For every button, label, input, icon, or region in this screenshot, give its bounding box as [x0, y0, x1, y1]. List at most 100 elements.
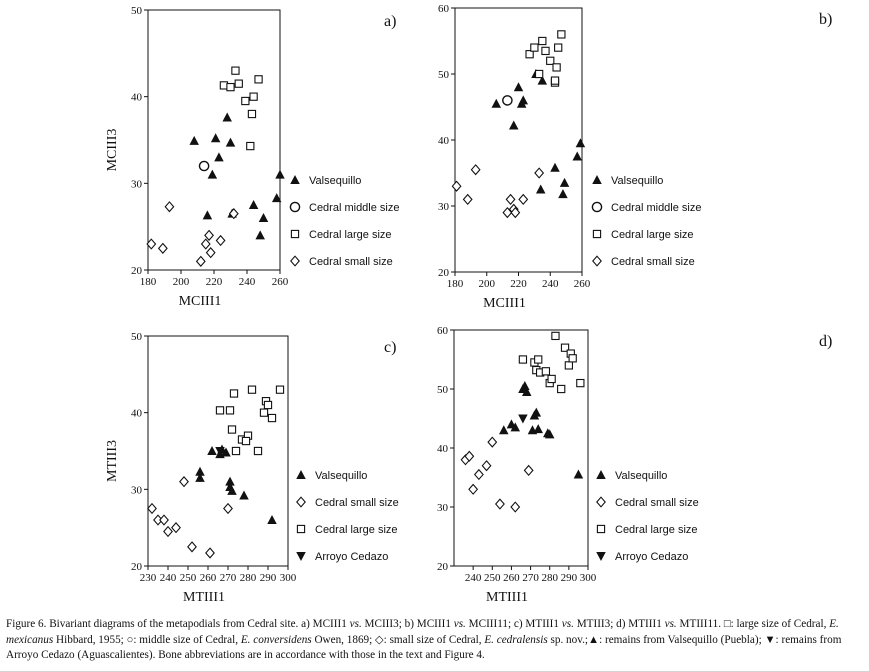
data-point-diamond [473, 468, 484, 481]
x-tick-label: 260 [503, 572, 520, 584]
data-point-square [557, 384, 566, 394]
x-tick-label: 200 [173, 276, 190, 288]
data-point-square [225, 406, 235, 415]
legend-label: Arroyo Cedazo [315, 551, 388, 563]
legend-marker-square [296, 524, 306, 534]
y-tick-label: 50 [131, 5, 143, 17]
data-point-diamond [510, 501, 521, 513]
x-tick-label: 250 [180, 572, 197, 584]
legend-label: Valsequillo [611, 175, 663, 187]
data-point-square [253, 446, 263, 456]
x-tick-label: 240 [542, 278, 559, 290]
data-point-triangle-up [575, 138, 586, 148]
caption-part-5: MTIII11. □: large size of Cedral, [676, 618, 830, 630]
y-tick-label: 50 [438, 69, 450, 81]
data-point-triangle-up [207, 446, 217, 455]
data-point-diamond [468, 483, 479, 495]
y-tick-label: 20 [131, 265, 143, 277]
data-point-triangle-up [222, 112, 232, 122]
data-point-square [541, 46, 550, 56]
x-tick-label: 260 [574, 278, 591, 290]
legend-label: Cedral middle size [611, 202, 701, 214]
data-point-diamond [179, 476, 189, 488]
caption-part-6: Hibbard, 1955; ○: middle size of Cedral, [53, 633, 241, 646]
y-tick-label: 60 [438, 3, 450, 15]
legend-marker-diamond [296, 496, 306, 508]
data-point-triangle-up [239, 490, 249, 500]
data-point-diamond [147, 502, 157, 515]
caption-species-cedralensis: E. cedralensis [484, 633, 548, 646]
x-tick-label: 290 [561, 572, 578, 584]
data-point-triangle-up [535, 184, 546, 194]
data-point-triangle-up [521, 386, 532, 396]
legend-marker-diamond [592, 255, 602, 267]
x-tick-label: 240 [160, 572, 177, 584]
data-point-triangle-up [275, 169, 285, 179]
data-point-triangle-up [544, 429, 555, 439]
x-tick-label: 260 [272, 276, 289, 288]
caption-vs-2: vs. [453, 618, 466, 630]
data-point-triangle-up [499, 425, 509, 435]
data-point-diamond [451, 180, 462, 192]
legend-marker-triangle-up [296, 470, 306, 479]
data-point-triangle-up [508, 120, 519, 130]
data-point-square [259, 408, 269, 417]
panel-label: a) [384, 13, 396, 30]
caption-part-7: Owen, 1869; ◇: small size of Cedral, [311, 633, 485, 646]
legend-label: Cedral large size [315, 524, 398, 536]
data-point-square [254, 75, 263, 84]
data-point-triangle-up [202, 210, 213, 220]
x-tick-label: 240 [465, 572, 482, 584]
y-tick-label: 50 [437, 384, 449, 396]
legend-label: Cedral large size [611, 229, 694, 241]
panel-label: c) [384, 339, 396, 356]
legend-marker-circle [289, 201, 301, 213]
data-point-square [568, 354, 577, 363]
data-point-circle [502, 95, 513, 106]
data-point-square [275, 385, 285, 394]
y-tick-label: 40 [131, 408, 143, 420]
data-point-square [550, 76, 560, 85]
data-point-triangle-up [531, 407, 542, 417]
x-tick-label: 280 [541, 572, 558, 584]
y-tick-label: 40 [131, 92, 143, 104]
legend-label: Valsequillo [315, 470, 367, 482]
data-point-square [554, 43, 563, 52]
legend-label: Cedral small size [615, 497, 699, 509]
legend-marker-triangle-up [290, 175, 300, 184]
data-point-square [246, 141, 255, 151]
data-point-diamond [523, 464, 534, 477]
x-tick-label: 300 [580, 572, 597, 584]
caption-vs-3: vs. [561, 618, 574, 630]
data-point-triangle-up [221, 447, 231, 457]
data-point-diamond [505, 193, 516, 206]
data-point-diamond [470, 164, 481, 176]
legend-label: Cedral small size [309, 256, 393, 268]
data-point-diamond [157, 242, 168, 254]
scatter-chart-b: 1802002202402602030405060MCIII1MCIII11b)… [438, 3, 832, 310]
data-point-diamond [462, 193, 473, 206]
data-point-triangle-up [537, 75, 548, 85]
legend-label: Cedral middle size [309, 202, 399, 214]
data-point-square [231, 446, 241, 456]
data-point-triangle-up [225, 476, 235, 486]
data-point-diamond [164, 201, 175, 213]
data-point-circle [198, 160, 210, 172]
legend-marker-diamond [596, 496, 606, 508]
data-point-diamond [204, 229, 214, 241]
x-tick-label: 300 [280, 572, 297, 584]
data-point-square [267, 413, 277, 423]
data-point-square [525, 50, 534, 59]
data-point-triangle-down [215, 447, 225, 456]
data-point-square [538, 36, 547, 46]
data-point-square [227, 425, 237, 434]
y-tick-label: 40 [438, 135, 450, 147]
legend-marker-circle [591, 201, 603, 213]
data-point-square [263, 400, 273, 410]
legend-label: Cedral large size [615, 524, 698, 536]
scatter-chart-a: 180 200 220 240 260 20 30 40 50 MCIII1 MCIII3 a) Val… [105, 5, 399, 309]
data-point-triangle-up [255, 230, 265, 240]
data-point-diamond [187, 541, 197, 553]
plot-frame [454, 7, 583, 273]
y-tick-label: 30 [131, 484, 143, 496]
